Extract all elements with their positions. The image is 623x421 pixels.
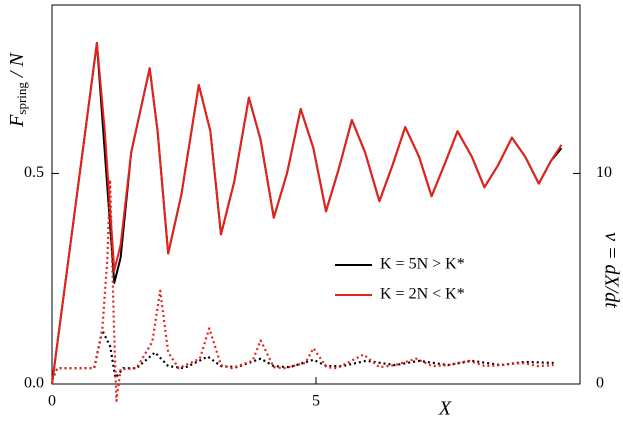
x-tick-label: 0 [48, 393, 56, 410]
x-tick-label: 5 [312, 393, 320, 410]
y-label-main: F [6, 114, 28, 128]
series-line [51, 41, 563, 385]
series-line [51, 41, 563, 385]
y2-tick-label: 10 [596, 164, 612, 181]
y-axis-label: Fspring / N [6, 52, 29, 128]
y-label-rest: / N [6, 52, 28, 83]
y-label-sub: spring [14, 82, 29, 115]
y2-tick-label: 0 [596, 375, 604, 392]
series-line [50, 329, 554, 381]
legend-label: K = 2N < K* [380, 286, 465, 303]
y-tick-label: 0.5 [24, 164, 44, 181]
y2-axis-label: v = dX/dt [600, 232, 622, 308]
series-line [50, 178, 554, 402]
y-tick-label: 0.0 [24, 375, 44, 392]
x-axis-label: X [438, 398, 452, 420]
legend-label: K = 5N > K* [380, 256, 465, 273]
plot-frame [51, 4, 581, 385]
